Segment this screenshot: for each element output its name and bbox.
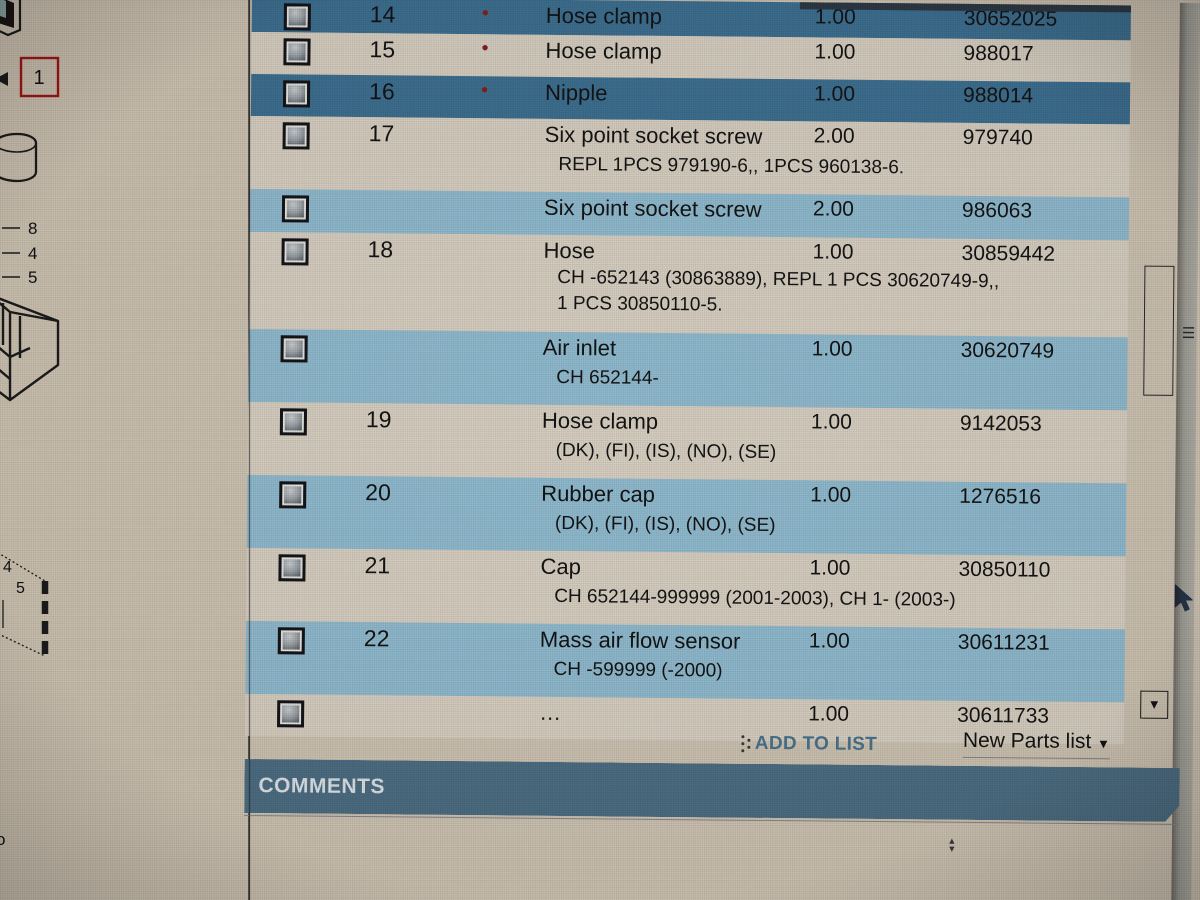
- svg-text:4: 4: [3, 559, 12, 576]
- svg-text:8: 8: [28, 219, 37, 238]
- svg-text:5: 5: [28, 268, 37, 287]
- svg-text:5: 5: [16, 580, 25, 597]
- svg-text:4: 4: [28, 244, 37, 263]
- svg-text:1: 1: [33, 67, 44, 89]
- svg-text:o: o: [0, 830, 5, 849]
